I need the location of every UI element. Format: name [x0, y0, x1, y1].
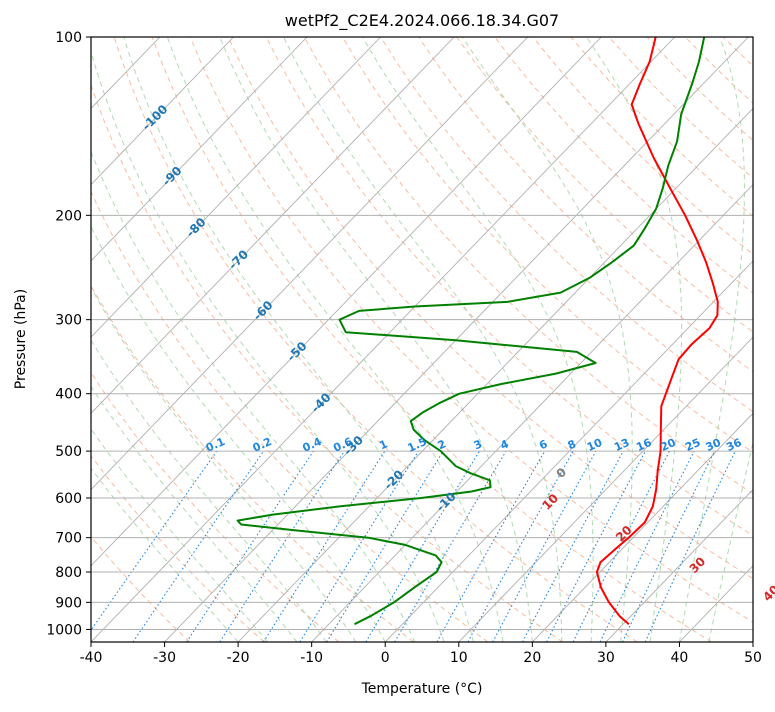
x-tick-label: 20	[523, 650, 541, 666]
x-tick-label: 50	[744, 650, 762, 666]
y-tick-label: 400	[55, 387, 82, 403]
x-tick-label: 10	[450, 650, 468, 666]
x-tick-label: -20	[227, 650, 250, 666]
y-tick-label: 700	[55, 531, 82, 547]
y-tick-label: 1000	[46, 622, 82, 638]
isotherm-line	[0, 37, 13, 642]
y-axis-title: Pressure (hPa)	[13, 289, 29, 389]
y-tick-label: 600	[55, 491, 82, 507]
x-tick-label: 30	[597, 650, 615, 666]
y-tick-label: 200	[55, 208, 82, 224]
y-tick-label: 300	[55, 313, 82, 329]
y-tick-label: 900	[55, 595, 82, 611]
y-tick-label: 500	[55, 444, 82, 460]
y-tick-label: 800	[55, 565, 82, 581]
x-tick-label: -40	[80, 650, 103, 666]
x-tick-label: 40	[671, 650, 689, 666]
y-tick-label: 100	[55, 30, 82, 46]
x-tick-label: -30	[153, 650, 176, 666]
isotherm-line	[753, 37, 775, 642]
x-axis-title: Temperature (°C)	[361, 681, 483, 697]
chart-title: wetPf2_C2E4.2024.066.18.34.G07	[285, 11, 559, 31]
x-tick-label: 0	[381, 650, 390, 666]
x-tick-label: -10	[300, 650, 323, 666]
dry-adiabat-line	[761, 37, 775, 642]
x-axis: -40 -30 -20 -10 0 10 20 30 40 50	[80, 642, 762, 666]
y-axis: 100 200 300 400 500 600 700 800 900 1000	[46, 30, 91, 638]
dry-adiabat-label: 40	[760, 582, 775, 604]
